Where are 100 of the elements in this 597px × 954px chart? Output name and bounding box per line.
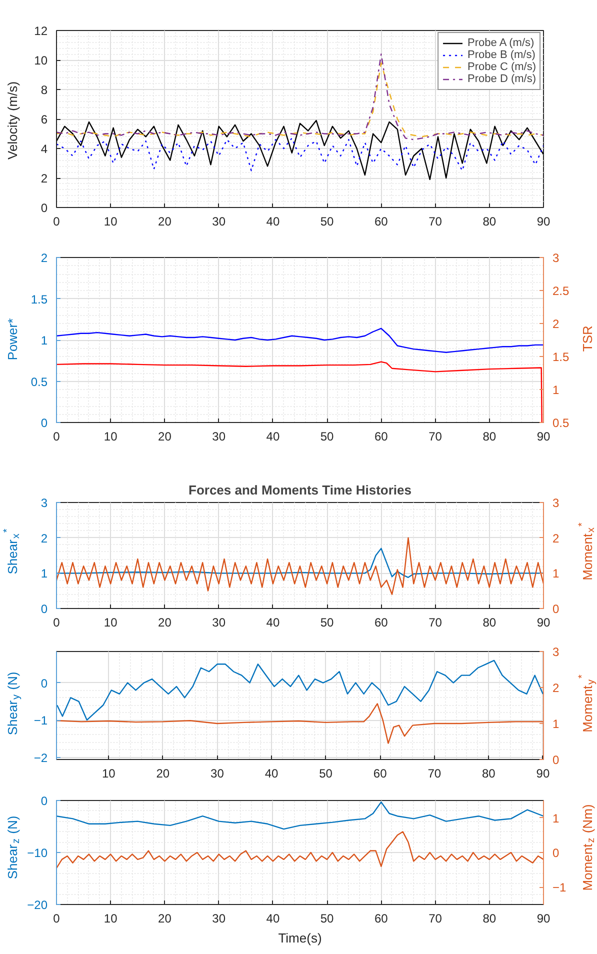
y2-axis-title: Momentz (Nm) [580,804,597,891]
x-tick-label: 10 [104,430,118,444]
chart-title: Forces and Moments Time Histories [188,482,412,498]
x-tick-label: 10 [104,912,118,926]
x-tick-label: 30 [212,430,226,444]
y-tick-label: 0 [40,676,48,690]
x-tick-label: 90 [536,616,550,630]
y2-tick-label: 2 [552,317,560,331]
line-series [56,138,544,172]
line-series [56,361,542,422]
y-tick-label: 8 [40,83,48,97]
x-tick-label: 80 [482,766,496,780]
x-tick-label: 10 [104,214,118,228]
y-tick-label: 1.5 [30,292,48,306]
x-tick-label: 0 [53,214,60,228]
x-tick-label: 0 [53,912,60,926]
y-tick-label: 1 [40,334,48,348]
x-tick-label: 70 [428,616,442,630]
line-series [56,120,544,180]
y-axis-title: Sheary (N) [5,672,22,736]
y2-tick-label: −1 [552,880,567,895]
y-tick-label: −20 [27,898,48,912]
y2-tick-label: 3 [552,496,560,510]
x-tick-label: 50 [320,430,334,444]
y-tick-label: −10 [27,846,48,860]
x-tick-label: 20 [158,214,172,228]
y-axis-title: Shearz (N) [5,816,22,880]
x-tick-label: 60 [374,430,388,444]
y-tick-label: −1 [34,714,48,728]
y2-tick-label: 0 [552,753,560,767]
y2-axis-title: Momentx* [577,522,597,580]
x-tick-label: 90 [536,766,550,780]
y2-tick-label: 0 [552,602,560,616]
line-series [56,328,544,353]
x-tick-label: 50 [320,616,334,630]
x-tick-label: 40 [266,430,280,444]
x-tick-label: 70 [428,430,442,444]
x-tick-label: 40 [266,616,280,630]
y-tick-label: 3 [40,496,48,510]
x-tick-label: 40 [266,912,280,926]
y-tick-label: 0.5 [30,374,48,389]
y2-tick-label: 1 [552,383,560,397]
y-axis-title: Velocity (m/s) [5,81,20,160]
y2-tick-label: 3 [552,645,560,659]
line-series [56,660,544,721]
y-tick-label: 10 [34,54,48,68]
x-tick-label: 90 [536,214,550,228]
x-tick-label: 90 [536,912,550,926]
y2-tick-label: 1 [552,717,560,731]
x-tick-label: 50 [320,214,334,228]
legend-label: Probe B (m/s) [468,49,536,61]
x-tick-label: 30 [210,766,224,780]
x-tick-label: 20 [158,616,172,630]
y2-tick-label: 0 [552,846,560,860]
x-tick-label: 20 [158,912,172,926]
y2-tick-label: 2 [552,681,560,695]
x-tick-label: 70 [428,766,442,780]
x-tick-label: 60 [374,616,388,630]
legend-label: Probe A (m/s) [468,37,534,49]
y-axis-title: Shearx* [2,528,22,574]
x-tick-label: 80 [482,430,496,444]
line-series [56,831,544,869]
x-tick-label: 30 [212,616,226,630]
y-tick-label: 2 [40,251,48,265]
x-tick-label: 40 [264,766,278,780]
x-tick-label: 40 [266,214,280,228]
y-tick-label: 12 [34,24,48,38]
legend-label: Probe D (m/s) [468,73,536,85]
x-tick-label: 10 [104,616,118,630]
y-tick-label: 2 [40,172,48,186]
x-tick-label: 50 [319,766,333,780]
y-tick-label: 1 [40,566,48,581]
y2-axis-title: Momenty* [577,674,597,732]
x-tick-label: 30 [212,912,226,926]
x-tick-label: 30 [212,214,226,228]
y-tick-label: 0 [40,602,48,616]
y2-tick-label: 3 [552,251,560,265]
y2-axis-title: TSR [580,326,595,352]
y2-tick-label: 1 [552,566,560,581]
x-tick-label: 10 [102,766,116,780]
x-tick-label: 60 [374,214,388,228]
legend-label: Probe C (m/s) [468,61,536,73]
y2-tick-label: 1.5 [552,350,570,364]
y2-tick-label: 0.5 [552,416,570,430]
line-series [56,548,544,578]
x-tick-label: 0 [53,616,60,630]
y-axis-title: Power* [5,318,20,360]
x-tick-label: 80 [482,616,496,630]
y2-tick-label: 2.5 [552,284,570,298]
x-tick-label: 70 [428,214,442,228]
x-tick-label: 0 [53,430,60,444]
x-axis-title: Time(s) [278,930,322,946]
line-series [56,801,544,830]
y-tick-label: 0 [40,794,48,808]
x-tick-label: 20 [156,766,170,780]
x-tick-label: 80 [482,214,496,228]
y2-tick-label: 1 [552,811,560,826]
x-tick-label: 60 [374,912,388,926]
x-tick-label: 90 [536,430,550,444]
y-tick-label: 0 [40,201,48,215]
